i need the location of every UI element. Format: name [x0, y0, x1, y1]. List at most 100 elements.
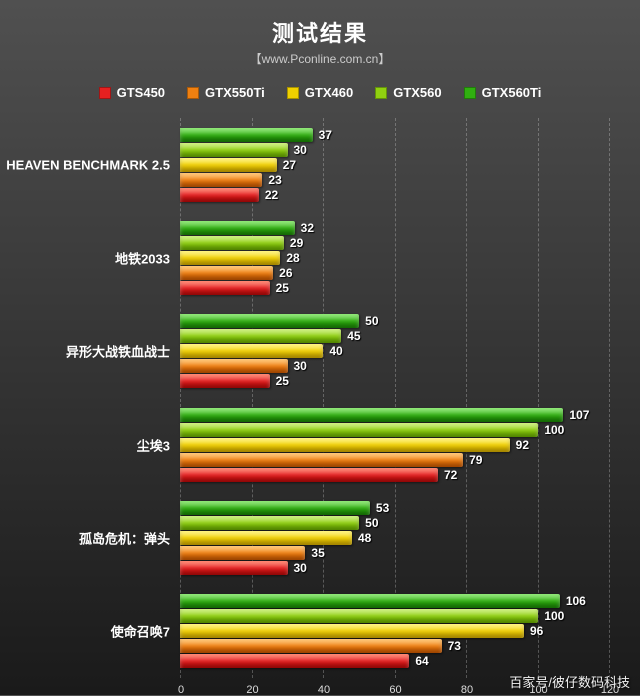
chart-title: 测试结果: [0, 16, 640, 48]
bar-wrap: 35: [180, 546, 610, 560]
bar-wrap: 107: [180, 408, 610, 422]
bar: 23: [180, 173, 262, 187]
category-group: 地铁20333229282625: [180, 221, 610, 295]
bar-value-label: 25: [276, 374, 289, 388]
legend-item: GTX560Ti: [464, 85, 542, 100]
legend-swatch: [99, 87, 111, 99]
bar-wrap: 48: [180, 531, 610, 545]
bar-wrap: 100: [180, 609, 610, 623]
bar: 100: [180, 423, 538, 437]
bar: 40: [180, 344, 323, 358]
bar-wrap: 23: [180, 173, 610, 187]
bar-wrap: 72: [180, 468, 610, 482]
bar: 32: [180, 221, 295, 235]
bar-stack: 107100927972: [180, 408, 610, 482]
bar-value-label: 26: [279, 266, 292, 280]
category-group: 孤岛危机：弹头5350483530: [180, 501, 610, 575]
bar: 79: [180, 453, 463, 467]
bar-wrap: 25: [180, 281, 610, 295]
chart-groups: HEAVEN BENCHMARK 2.53730272322 地铁20333229…: [180, 118, 610, 678]
x-tick-label: 80: [461, 684, 473, 696]
bar-value-label: 79: [469, 453, 482, 467]
bar: 22: [180, 188, 259, 202]
bar: 29: [180, 236, 284, 250]
legend-swatch: [187, 87, 199, 99]
bar-value-label: 37: [319, 128, 332, 142]
bar: 26: [180, 266, 273, 280]
bar-wrap: 106: [180, 594, 610, 608]
bar-wrap: 25: [180, 374, 610, 388]
bar-wrap: 26: [180, 266, 610, 280]
bar: 92: [180, 438, 510, 452]
bar-stack: 3229282625: [180, 221, 610, 295]
bar: 30: [180, 359, 288, 373]
bar-wrap: 29: [180, 236, 610, 250]
category-group: 异形大战铁血战士5045403025: [180, 314, 610, 388]
bar: 106: [180, 594, 560, 608]
bar-value-label: 73: [448, 639, 461, 653]
bar: 73: [180, 639, 442, 653]
legend-item: GTX460: [287, 85, 353, 100]
bar-wrap: 50: [180, 516, 610, 530]
bar-value-label: 106: [566, 594, 586, 608]
category-label: 孤岛危机：弹头: [79, 528, 170, 547]
bar: 25: [180, 374, 270, 388]
bar-value-label: 50: [365, 314, 378, 328]
bar: 107: [180, 408, 563, 422]
bar-wrap: 100: [180, 423, 610, 437]
legend-label: GTX550Ti: [205, 85, 265, 100]
bar-value-label: 50: [365, 516, 378, 530]
x-tick-label: 40: [318, 684, 330, 696]
bar: 53: [180, 501, 370, 515]
bar-stack: 5350483530: [180, 501, 610, 575]
bar: 25: [180, 281, 270, 295]
watermark: 百家号/彼仔数码科技: [509, 672, 630, 691]
bar-wrap: 79: [180, 453, 610, 467]
bar-stack: 3730272322: [180, 128, 610, 202]
bar-wrap: 92: [180, 438, 610, 452]
bar-wrap: 64: [180, 654, 610, 668]
bar-value-label: 32: [301, 221, 314, 235]
bar-value-label: 29: [290, 236, 303, 250]
bar-wrap: 40: [180, 344, 610, 358]
bar-value-label: 40: [329, 344, 342, 358]
chart-subtitle: 【www.Pconline.com.cn】: [0, 50, 640, 67]
x-tick-label: 20: [246, 684, 258, 696]
category-group: 尘埃3107100927972: [180, 408, 610, 482]
category-group: 使命召唤7106100967364: [180, 594, 610, 668]
chart-area: 020406080100120 HEAVEN BENCHMARK 2.53730…: [180, 118, 610, 678]
bar-wrap: 28: [180, 251, 610, 265]
bar-wrap: 45: [180, 329, 610, 343]
chart-legend: GTS450 GTX550Ti GTX460 GTX560 GTX560Ti: [0, 71, 640, 118]
bar: 50: [180, 314, 359, 328]
category-group: HEAVEN BENCHMARK 2.53730272322: [180, 128, 610, 202]
bar: 30: [180, 143, 288, 157]
category-label: 异形大战铁血战士: [66, 342, 170, 361]
bar-stack: 106100967364: [180, 594, 610, 668]
bar-value-label: 96: [530, 624, 543, 638]
category-label: 使命召唤7: [111, 622, 170, 641]
legend-item: GTS450: [99, 85, 165, 100]
legend-label: GTX560: [393, 85, 441, 100]
bar-value-label: 64: [415, 654, 428, 668]
legend-label: GTS450: [117, 85, 165, 100]
legend-swatch: [287, 87, 299, 99]
legend-item: GTX550Ti: [187, 85, 265, 100]
bar-wrap: 30: [180, 143, 610, 157]
bar-value-label: 25: [276, 281, 289, 295]
bar-wrap: 32: [180, 221, 610, 235]
bar-wrap: 96: [180, 624, 610, 638]
legend-item: GTX560: [375, 85, 441, 100]
legend-label: GTX460: [305, 85, 353, 100]
legend-swatch: [375, 87, 387, 99]
bar: 96: [180, 624, 524, 638]
bar-wrap: 22: [180, 188, 610, 202]
bar: 37: [180, 128, 313, 142]
bar-value-label: 22: [265, 188, 278, 202]
category-label: HEAVEN BENCHMARK 2.5: [6, 157, 170, 172]
bar-wrap: 30: [180, 561, 610, 575]
legend-label: GTX560Ti: [482, 85, 542, 100]
bar: 30: [180, 561, 288, 575]
bar: 50: [180, 516, 359, 530]
bar-value-label: 100: [544, 423, 564, 437]
